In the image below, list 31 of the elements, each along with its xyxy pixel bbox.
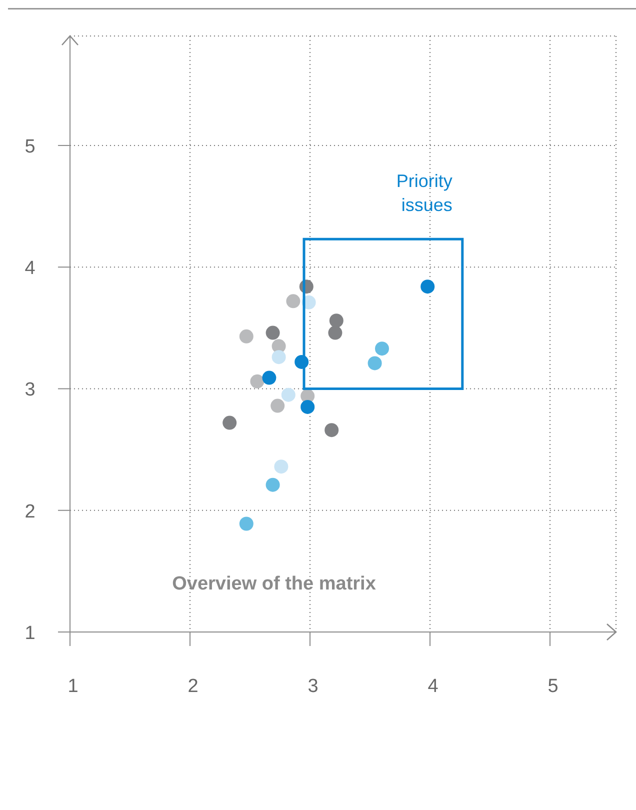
point bbox=[274, 460, 288, 474]
point bbox=[266, 326, 280, 340]
y-tick-label: 2 bbox=[24, 501, 36, 522]
point bbox=[420, 280, 435, 294]
point bbox=[272, 350, 286, 364]
x-tick-label: 4 bbox=[428, 676, 439, 697]
y-tick-label: 4 bbox=[24, 258, 36, 280]
point bbox=[222, 416, 237, 430]
x-tick-label: 2 bbox=[188, 676, 198, 697]
point bbox=[281, 388, 296, 402]
point bbox=[266, 478, 280, 492]
point bbox=[239, 516, 254, 531]
x-tick-label: 5 bbox=[548, 676, 558, 697]
point bbox=[375, 342, 389, 356]
point bbox=[286, 294, 300, 308]
x-tick-label: 1 bbox=[68, 676, 78, 697]
annotation: Priority issues bbox=[396, 171, 452, 216]
y-tick-label: 1 bbox=[24, 623, 36, 644]
point bbox=[329, 314, 344, 328]
x-tick-label: 3 bbox=[308, 676, 318, 697]
point bbox=[270, 398, 285, 413]
annotation: Overview of the matrix bbox=[172, 573, 376, 594]
y-tick-label: 3 bbox=[24, 380, 36, 401]
y-tick-label: 5 bbox=[24, 136, 36, 158]
point bbox=[368, 356, 382, 370]
point bbox=[239, 329, 254, 344]
point bbox=[300, 400, 315, 414]
point bbox=[324, 423, 339, 438]
point bbox=[250, 374, 264, 388]
point bbox=[328, 326, 342, 340]
point bbox=[262, 370, 276, 385]
